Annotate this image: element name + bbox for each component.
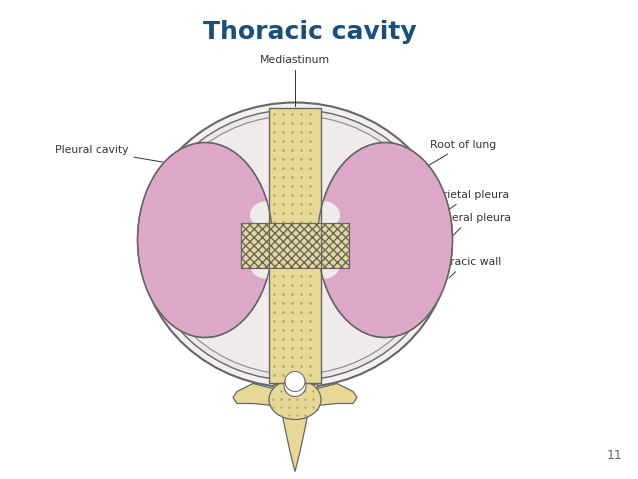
Text: Pleural cavity: Pleural cavity (55, 145, 177, 164)
Ellipse shape (305, 201, 340, 229)
Ellipse shape (250, 201, 285, 229)
Ellipse shape (138, 142, 272, 338)
Ellipse shape (269, 379, 321, 420)
Text: Thoracic cavity: Thoracic cavity (203, 20, 417, 44)
Circle shape (285, 372, 305, 391)
Ellipse shape (147, 110, 443, 380)
Ellipse shape (250, 251, 285, 279)
Ellipse shape (305, 251, 340, 279)
Text: Root of lung: Root of lung (338, 140, 496, 219)
Polygon shape (281, 408, 309, 471)
Ellipse shape (318, 142, 452, 338)
Circle shape (284, 375, 306, 397)
Text: Thoracic wall: Thoracic wall (430, 257, 501, 278)
Text: Mediastinum: Mediastinum (260, 55, 330, 65)
FancyBboxPatch shape (241, 223, 269, 267)
Ellipse shape (140, 103, 450, 388)
FancyBboxPatch shape (321, 223, 349, 267)
Polygon shape (233, 384, 273, 406)
Text: Visceral pleura: Visceral pleura (430, 213, 511, 238)
Text: Parietal pleura: Parietal pleura (430, 190, 509, 214)
Text: 11: 11 (606, 449, 622, 462)
FancyBboxPatch shape (269, 107, 321, 383)
Text: Lung: Lung (175, 253, 205, 266)
Text: Lung: Lung (385, 253, 415, 266)
Polygon shape (317, 384, 357, 406)
FancyBboxPatch shape (273, 384, 317, 410)
FancyBboxPatch shape (269, 223, 321, 267)
Ellipse shape (153, 115, 437, 375)
